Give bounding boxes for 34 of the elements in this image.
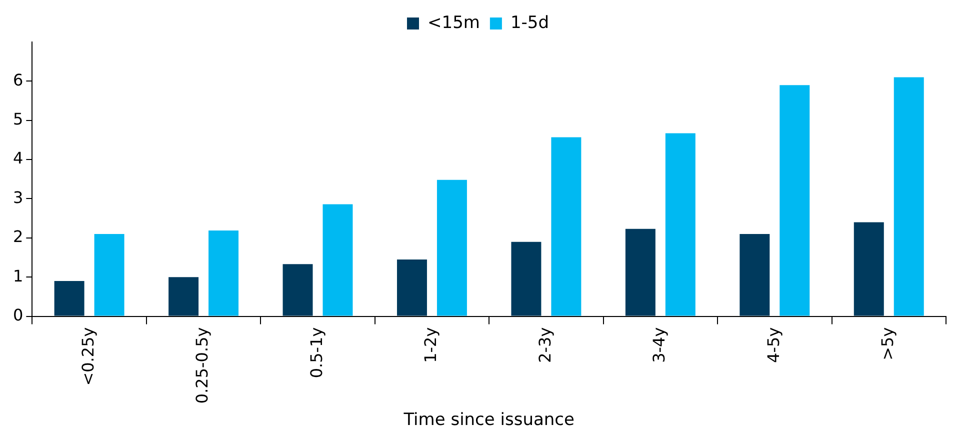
x-tick-label: 0.25-0.5y: [192, 327, 212, 404]
bar: [282, 264, 313, 316]
x-tick-label: 0.5-1y: [306, 327, 326, 378]
bar: [94, 234, 124, 316]
bar: [854, 222, 884, 316]
x-tick-label: 3-4y: [650, 327, 669, 363]
x-tick-label: >5y: [878, 327, 898, 360]
bar: [168, 277, 199, 316]
y-tick-label: 1: [12, 266, 24, 286]
x-tick-label: <0.25y: [78, 327, 98, 386]
bar: [665, 133, 696, 316]
x-tick-label: 4-5y: [764, 327, 783, 363]
x-axis-title: Time since issuance: [402, 410, 574, 430]
bar: [396, 259, 427, 316]
y-tick-label: 4: [12, 148, 24, 168]
bar: [436, 180, 467, 316]
legend-label: 1-5d: [510, 12, 549, 33]
bar: [740, 234, 770, 316]
bar: [780, 85, 810, 316]
bar: [208, 230, 239, 316]
y-tick-label: 5: [12, 110, 24, 129]
y-tick-label: 6: [12, 70, 24, 90]
legend-label: <15m: [428, 12, 480, 33]
bar: [551, 137, 582, 316]
bar: [894, 77, 924, 316]
bar: [511, 242, 542, 316]
y-tick-label: 3: [12, 188, 24, 207]
x-tick-label: 2-3y: [535, 327, 554, 363]
y-tick-label: 2: [12, 227, 24, 246]
y-tick-label: 0: [12, 305, 24, 324]
x-tick-label: 1-2y: [421, 327, 440, 363]
bar: [322, 204, 353, 316]
bar: [54, 281, 84, 316]
bar: [625, 228, 656, 316]
